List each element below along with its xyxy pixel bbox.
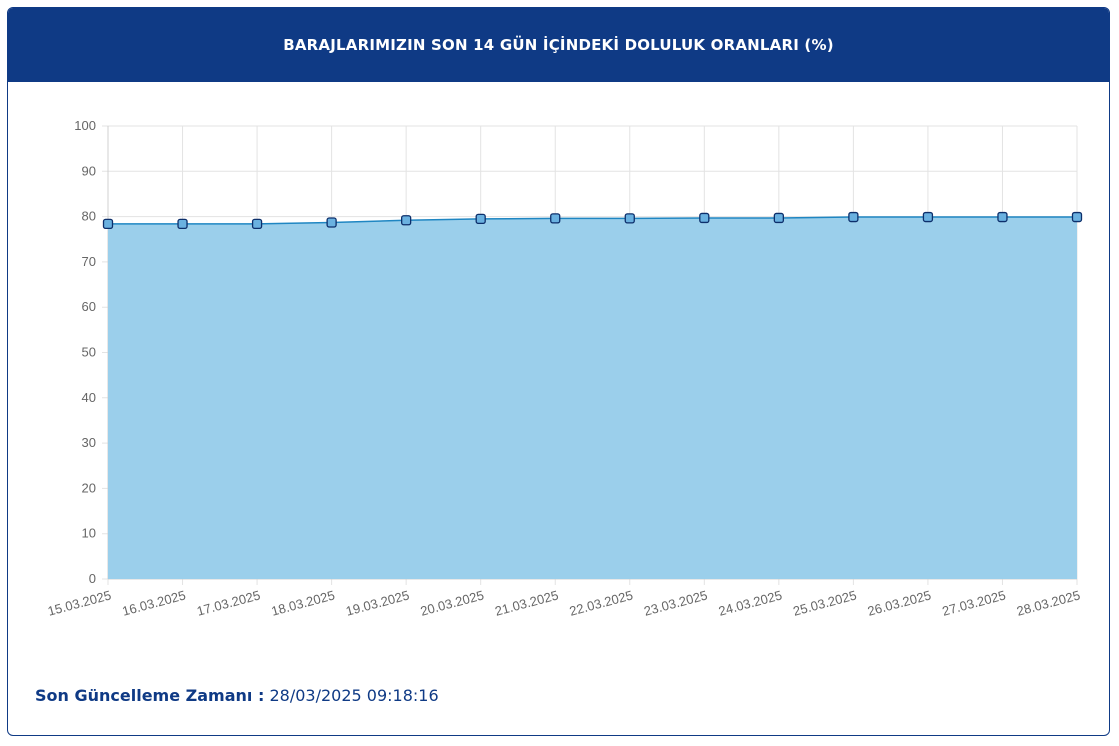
x-tick-label: 18.03.2025 bbox=[270, 587, 337, 618]
data-point bbox=[1071, 211, 1083, 223]
y-tick-label: 0 bbox=[89, 571, 96, 586]
chart-area: 0 10 20 30 40 50 60 70 80 90 100 15.03.2025 16.03.2… bbox=[8, 82, 1109, 642]
y-tick-label: 20 bbox=[82, 480, 96, 495]
x-tick-label: 15.03.2025 bbox=[46, 587, 113, 618]
last-update: Son Güncelleme Zamanı : 28/03/2025 09:18… bbox=[35, 686, 439, 705]
x-tick-label: 26.03.2025 bbox=[866, 587, 933, 618]
data-point bbox=[177, 218, 188, 229]
data-points bbox=[102, 211, 1083, 229]
x-tick-label: 17.03.2025 bbox=[195, 587, 262, 618]
x-tick-label: 24.03.2025 bbox=[717, 587, 784, 618]
x-tick-label: 27.03.2025 bbox=[940, 587, 1007, 618]
data-point bbox=[922, 211, 934, 223]
data-point bbox=[550, 213, 561, 224]
y-tick-label: 60 bbox=[82, 299, 96, 314]
data-point bbox=[251, 218, 263, 229]
data-point bbox=[401, 215, 412, 226]
area-layer bbox=[108, 216, 1077, 580]
y-tick-label: 80 bbox=[82, 209, 96, 224]
x-tick-label: 16.03.2025 bbox=[121, 587, 188, 618]
chart-title: BARAJLARIMIZIN SON 14 GÜN İÇİNDEKİ DOLUL… bbox=[8, 8, 1109, 82]
last-update-value: 28/03/2025 09:18:16 bbox=[269, 686, 439, 705]
last-update-label: Son Güncelleme Zamanı : bbox=[35, 686, 265, 705]
data-point bbox=[699, 212, 710, 224]
x-tick-label: 19.03.2025 bbox=[344, 587, 411, 618]
y-tick-label: 10 bbox=[82, 526, 96, 541]
chart-card: BARAJLARIMIZIN SON 14 GÜN İÇİNDEKİ DOLUL… bbox=[7, 7, 1110, 736]
dam-occupancy-chart: 0 10 20 30 40 50 60 70 80 90 100 15.03.2025 16.03.2… bbox=[46, 118, 1083, 619]
x-tick-label: 28.03.2025 bbox=[1015, 587, 1082, 618]
y-tick-label: 50 bbox=[82, 345, 96, 360]
data-point bbox=[773, 212, 784, 224]
y-tick-label: 90 bbox=[82, 163, 96, 178]
x-tick-label: 21.03.2025 bbox=[493, 587, 560, 618]
x-tick-label: 25.03.2025 bbox=[791, 587, 858, 618]
data-point bbox=[475, 213, 486, 225]
y-tick-label: 30 bbox=[82, 435, 96, 450]
y-tick-label: 40 bbox=[82, 390, 96, 405]
data-point bbox=[102, 218, 114, 229]
x-tick-label: 20.03.2025 bbox=[419, 587, 486, 618]
series-line bbox=[108, 216, 1077, 225]
data-point bbox=[326, 217, 337, 228]
x-tick-label: 22.03.2025 bbox=[568, 587, 635, 618]
data-point bbox=[624, 213, 635, 224]
y-tick-label: 100 bbox=[74, 118, 96, 133]
data-point bbox=[848, 211, 859, 223]
data-point bbox=[997, 211, 1008, 223]
series-area bbox=[108, 217, 1077, 580]
y-axis: 0 10 20 30 40 50 60 70 80 90 100 bbox=[74, 118, 96, 586]
x-tick-label: 23.03.2025 bbox=[642, 587, 709, 618]
y-tick-label: 70 bbox=[82, 254, 96, 269]
x-axis: 15.03.2025 16.03.2025 17.03.2025 18.03.2025… bbox=[46, 587, 1082, 618]
